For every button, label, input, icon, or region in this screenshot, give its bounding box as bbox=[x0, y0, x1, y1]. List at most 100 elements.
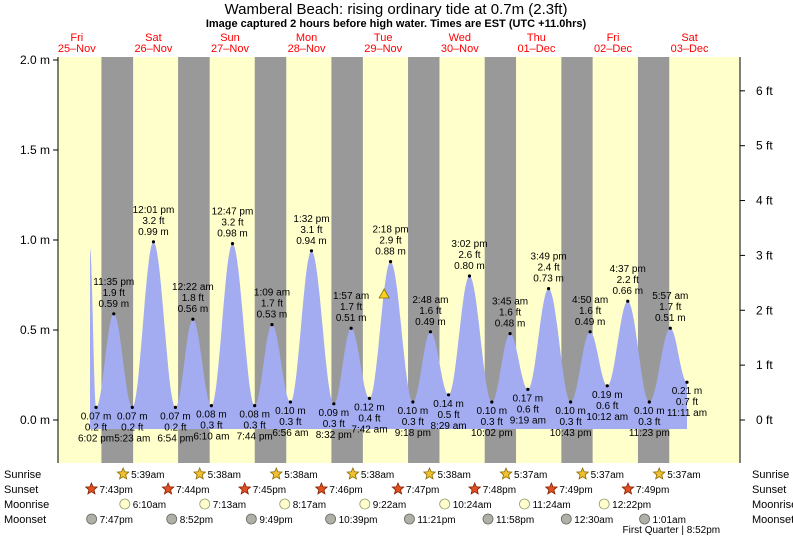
moonset-icon bbox=[639, 513, 650, 525]
high-tide-metres: 0.56 m bbox=[178, 304, 209, 315]
tide-point bbox=[668, 326, 672, 330]
high-tide-metres: 0.49 m bbox=[415, 317, 446, 328]
day-of-week-label: Sat bbox=[681, 32, 698, 44]
day-date-label: 01–Dec bbox=[517, 43, 555, 55]
low-tide-metres: 0.09 m bbox=[319, 408, 350, 419]
row-label-right: Moonset bbox=[752, 514, 793, 526]
tide-point bbox=[411, 400, 415, 404]
moonrise-icon bbox=[519, 498, 530, 510]
tide-point bbox=[191, 317, 195, 321]
low-tide-feet: 0.2 ft bbox=[121, 422, 143, 433]
high-tide-feet: 1.6 ft bbox=[579, 306, 601, 317]
moonrise-time: 8:17am bbox=[293, 500, 326, 511]
low-tide-time: 9:18 pm bbox=[395, 428, 431, 439]
row-label-left: Sunrise bbox=[4, 469, 41, 481]
tide-point bbox=[130, 405, 134, 409]
low-tide-metres: 0.12 m bbox=[354, 402, 385, 413]
low-tide-feet: 0.3 ft bbox=[323, 419, 345, 430]
moonrise-icon bbox=[119, 498, 131, 510]
high-tide-time: 4:50 am bbox=[572, 295, 608, 306]
sunset-time: 7:47pm bbox=[406, 485, 439, 496]
high-tide-time: 1:09 am bbox=[254, 288, 290, 299]
tide-point bbox=[490, 400, 494, 404]
moonset-time: 11:21pm bbox=[417, 515, 455, 526]
day-of-week-label: Thu bbox=[527, 32, 546, 44]
low-tide-metres: 0.07 m bbox=[160, 411, 191, 422]
high-tide-feet: 1.6 ft bbox=[499, 308, 521, 319]
high-tide-time: 1:32 pm bbox=[293, 214, 329, 225]
tide-point bbox=[332, 402, 336, 406]
tide-point bbox=[230, 242, 235, 246]
day-of-week-label: Fri bbox=[70, 32, 83, 44]
tide-point bbox=[309, 249, 314, 253]
high-tide-metres: 0.94 m bbox=[296, 236, 327, 247]
high-tide-metres: 0.51 m bbox=[655, 313, 686, 324]
moonset-icon bbox=[560, 513, 572, 525]
moonset-icon bbox=[482, 513, 494, 525]
moonset-icon bbox=[86, 513, 98, 525]
row-label-left: Moonrise bbox=[4, 499, 49, 511]
low-tide-feet: 0.3 ft bbox=[481, 417, 503, 428]
high-tide-feet: 1.9 ft bbox=[103, 288, 125, 299]
moonset-time: 10:39pm bbox=[339, 515, 378, 526]
low-tide-time: 11:11 am bbox=[667, 408, 707, 419]
sunrise-time: 5:37am bbox=[514, 470, 547, 481]
high-tide-metres: 0.51 m bbox=[336, 313, 367, 324]
low-tide-metres: 0.07 m bbox=[117, 411, 148, 422]
sunset-icon bbox=[391, 481, 405, 495]
row-label-right: Moonrise bbox=[752, 499, 793, 511]
high-tide-metres: 0.49 m bbox=[575, 317, 606, 328]
tide-point bbox=[446, 393, 451, 397]
high-tide-metres: 0.66 m bbox=[612, 286, 643, 297]
high-tide-time: 1:57 am bbox=[333, 291, 369, 302]
day-date-label: 27–Nov bbox=[211, 43, 249, 55]
low-tide-metres: 0.07 m bbox=[81, 411, 112, 422]
sunrise-time: 5:38am bbox=[208, 470, 241, 481]
row-label-right: Sunrise bbox=[752, 469, 789, 481]
tide-point bbox=[526, 387, 530, 391]
sunset-icon bbox=[544, 481, 559, 495]
day-date-label: 28–Nov bbox=[288, 43, 326, 55]
high-tide-feet: 1.7 ft bbox=[659, 302, 681, 313]
sunrise-icon bbox=[652, 466, 666, 480]
right-tick-label: 2 ft bbox=[756, 303, 773, 317]
left-tick-label: 1.5 m bbox=[20, 143, 50, 157]
tide-point bbox=[288, 400, 293, 404]
sunrise-time: 5:38am bbox=[437, 470, 470, 481]
low-tide-feet: 0.7 ft bbox=[676, 397, 698, 408]
low-tide-time: 6:02 pm bbox=[78, 433, 114, 444]
high-tide-feet: 1.8 ft bbox=[182, 293, 204, 304]
high-tide-metres: 0.73 m bbox=[533, 274, 564, 285]
moonset-icon bbox=[166, 513, 178, 525]
sunrise-time: 5:38am bbox=[284, 470, 317, 481]
day-date-label: 02–Dec bbox=[594, 43, 632, 55]
row-label-left: Sunset bbox=[4, 484, 38, 496]
sunset-time: 7:44pm bbox=[176, 485, 209, 496]
moonset-time: 12:30am bbox=[574, 515, 613, 526]
low-tide-feet: 0.3 ft bbox=[559, 417, 581, 428]
low-tide-metres: 0.21 m bbox=[672, 386, 703, 397]
sunset-icon bbox=[161, 481, 175, 495]
left-tick-label: 0.0 m bbox=[20, 413, 50, 427]
high-tide-feet: 1.7 ft bbox=[261, 299, 283, 310]
high-tide-metres: 0.53 m bbox=[257, 310, 288, 321]
low-tide-feet: 0.6 ft bbox=[517, 404, 539, 415]
sunrise-icon bbox=[499, 466, 513, 480]
day-of-week-label: Sat bbox=[145, 32, 162, 44]
left-tick-label: 2.0 m bbox=[20, 53, 50, 67]
low-tide-metres: 0.08 m bbox=[196, 410, 227, 421]
tide-point bbox=[112, 312, 116, 316]
high-tide-time: 12:22 am bbox=[172, 282, 214, 293]
tide-point bbox=[151, 240, 156, 244]
right-tick-label: 4 ft bbox=[756, 194, 773, 208]
low-tide-metres: 0.19 m bbox=[592, 390, 623, 401]
sunset-time: 7:49pm bbox=[559, 485, 592, 496]
low-tide-time: 10:12 am bbox=[586, 412, 628, 423]
high-tide-feet: 2.2 ft bbox=[617, 275, 639, 286]
tide-point bbox=[349, 326, 353, 330]
sunrise-icon bbox=[193, 466, 207, 480]
sunrise-time: 5:38am bbox=[361, 470, 394, 481]
high-tide-time: 4:37 pm bbox=[610, 264, 646, 275]
high-tide-metres: 0.99 m bbox=[138, 227, 169, 238]
